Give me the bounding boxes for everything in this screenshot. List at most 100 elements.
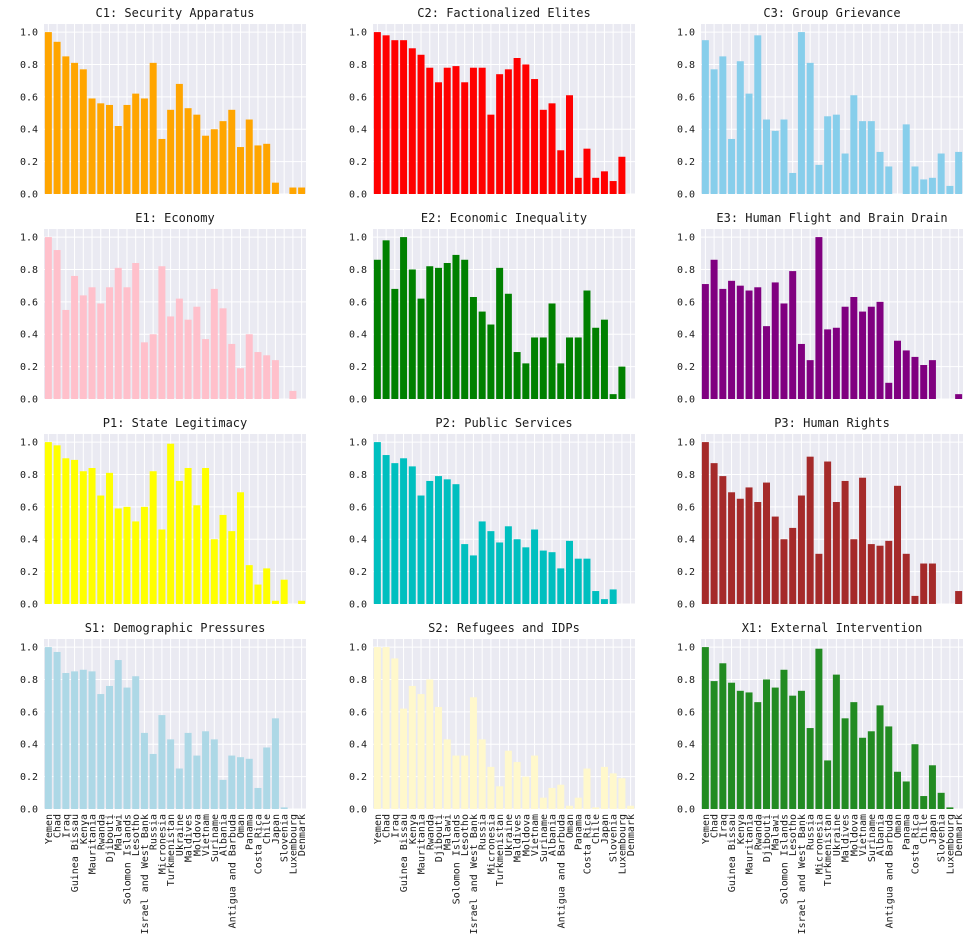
y-tick-label: 0.2 [677,567,695,578]
bar-rwanda [426,266,434,399]
x-tick-label: Kenya [79,814,90,844]
bar-russia [149,753,157,809]
bar-mauritania [745,290,753,399]
y-tick-label: 0.2 [20,157,38,168]
bar-antigua-and-barbuda [228,109,236,194]
bar-djibouti [106,685,113,809]
bar-micronesia [815,237,823,399]
bar-micronesia [487,531,495,604]
bar-israel-and-west-bank [140,732,148,809]
bar-moldova [850,95,858,194]
bar-albania [548,552,556,604]
bar-israel-and-west-bank [797,32,805,194]
bar-vietnam [859,121,867,194]
bar-suriname [210,129,218,194]
bar-oman [566,95,573,194]
y-tick-label: 0.4 [349,125,367,136]
bar-lesotho [789,172,797,194]
bar-micronesia [158,138,166,194]
bar-luxembourg [946,807,954,809]
bar-ukraine [832,674,840,809]
y-tick-label: 0.0 [20,600,38,611]
bar-oman [894,485,901,604]
bar-rwanda [754,502,762,604]
bar-slovenia [609,773,617,809]
y-tick-label: 0.6 [349,297,367,308]
bar-chile [263,568,271,604]
bar-solomon-islands [452,484,460,604]
bar-costa-rica [583,558,591,604]
x-tick-label: Russia [478,814,489,850]
bar-rwanda [426,480,434,604]
bar-russia [806,456,814,604]
bar-luxembourg [618,156,626,194]
bar-chad [53,41,61,194]
subplot-8: 0.0 0.2 0.4 0.6 0.8 1.0 P2: Public Services [349,416,635,611]
bar-panama [245,334,253,399]
bar-iraq [62,56,70,194]
bar-yemen [44,647,52,809]
y-tick-label: 1.0 [349,643,367,654]
y-tick-label: 0.2 [349,772,367,783]
bar-guinea-bissau [400,237,408,399]
bar-moldova [522,547,530,604]
bar-malawi [443,263,451,399]
bar-rwanda [97,495,105,604]
x-tick-label: Maldives [513,814,524,862]
y-tick-label: 1.0 [677,233,695,244]
bar-israel-and-west-bank [469,697,477,809]
bar-panama [245,565,253,604]
x-tick-label: Oman [236,814,247,838]
bar-chad [710,69,718,194]
bar-russia [806,728,814,809]
bar-chile [263,143,271,194]
y-tick-label: 0.2 [20,567,38,578]
plot-background [373,639,635,809]
y-tick-label: 0.8 [20,265,38,276]
x-tick-label: Chad [710,814,721,838]
bar-chad [710,463,718,604]
bar-albania [219,308,227,399]
bar-iraq [391,463,399,604]
x-tick-label: Maldives [841,814,852,862]
bar-kenya [736,690,744,809]
bar-suriname [210,739,218,809]
bar-denmark [627,805,635,809]
x-tick-label: Solomon Islands [451,814,462,904]
x-tick-label: Slovenia [937,814,948,862]
x-tick-label: Oman [565,814,576,838]
y-tick-label: 0.8 [677,60,695,71]
bar-slovenia [280,807,288,809]
bar-israel-and-west-bank [469,67,477,194]
x-tick-label: Japan [600,814,611,844]
y-tick-label: 0.4 [677,535,695,546]
bar-djibouti [435,476,442,604]
y-tick-label: 0.8 [349,470,367,481]
bar-chad [382,455,390,604]
x-tick-label: Chad [53,814,64,838]
bar-iraq [719,663,727,809]
x-tick-label: Lesotho [460,814,471,856]
bar-denmark [298,600,306,604]
y-tick-label: 0.4 [677,125,695,136]
y-tick-label: 1.0 [349,28,367,39]
bar-turkmenistan [496,786,504,809]
y-tick-label: 1.0 [349,438,367,449]
bar-oman [237,492,244,604]
y-tick-label: 0.8 [20,470,38,481]
subplot-title: X1: External Intervention [742,621,923,635]
bar-antigua-and-barbuda [557,784,565,809]
subplot-7: 0.0 0.2 0.4 0.6 0.8 1.0 P1: State Legitimacy [20,416,306,611]
bar-chile [920,365,928,399]
bar-yemen [701,442,709,604]
bar-luxembourg [289,187,297,194]
bar-ukraine [175,83,183,194]
bar-moldova [850,297,858,399]
y-tick-label: 0.4 [677,740,695,751]
bar-micronesia [158,266,166,399]
x-tick-label: Solomon Islands [122,814,133,904]
plot-background [44,229,306,399]
y-tick-label: 0.6 [20,502,38,513]
bar-israel-and-west-bank [469,555,477,604]
